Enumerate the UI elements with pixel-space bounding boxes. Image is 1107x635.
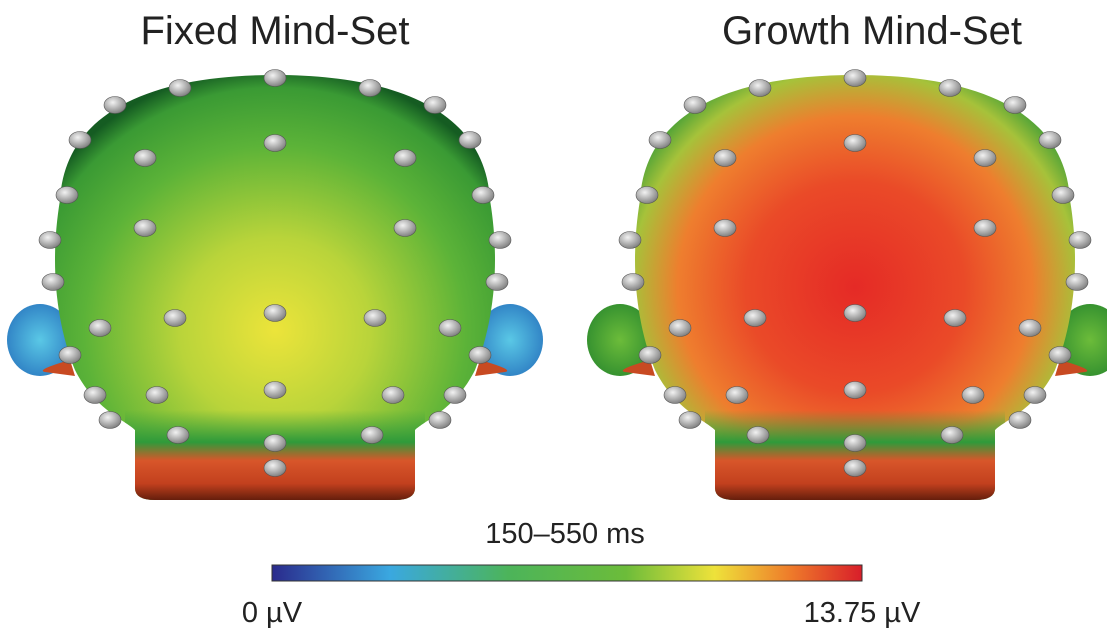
neck-band	[125, 410, 425, 500]
electrode	[1065, 273, 1089, 291]
electrode	[843, 304, 867, 322]
ear	[477, 304, 543, 376]
ear	[587, 304, 653, 376]
electrode	[88, 319, 112, 337]
electrode	[145, 386, 169, 404]
electrode	[263, 69, 287, 87]
head-maps	[7, 69, 1107, 500]
electrode	[683, 96, 707, 114]
electrode	[38, 231, 62, 249]
electrode	[748, 79, 772, 97]
colorbar-title: 150–550 ms	[485, 518, 645, 550]
electrode	[471, 186, 495, 204]
ear	[7, 304, 73, 376]
electrode	[746, 426, 770, 444]
electrode	[168, 79, 192, 97]
electrode	[1003, 96, 1027, 114]
electrode	[1018, 319, 1042, 337]
electrode	[428, 411, 452, 429]
panel-title: Fixed Mind-Set	[141, 9, 410, 53]
electrode	[393, 149, 417, 167]
electrode	[83, 386, 107, 404]
electrode	[843, 459, 867, 477]
electrode	[943, 309, 967, 327]
electrode	[678, 411, 702, 429]
ear-lobe	[622, 360, 655, 376]
electrode	[358, 79, 382, 97]
electrode	[458, 131, 482, 149]
electrode	[618, 231, 642, 249]
electrode	[940, 426, 964, 444]
electrode	[938, 79, 962, 97]
colorbar	[271, 564, 863, 582]
electrode	[635, 186, 659, 204]
electrode	[98, 411, 122, 429]
electrode	[1038, 131, 1062, 149]
electrode	[843, 69, 867, 87]
electrode	[488, 231, 512, 249]
electrode	[423, 96, 447, 114]
electrode	[263, 381, 287, 399]
electrode	[485, 273, 509, 291]
electrode	[668, 319, 692, 337]
electrode	[55, 186, 79, 204]
electrode	[468, 346, 492, 364]
panel-title: Growth Mind-Set	[722, 9, 1022, 53]
electrode	[648, 131, 672, 149]
electrode	[1008, 411, 1032, 429]
electrode	[381, 386, 405, 404]
electrode	[438, 319, 462, 337]
electrode	[843, 434, 867, 452]
head	[7, 69, 543, 500]
electrode	[263, 304, 287, 322]
electrode	[133, 149, 157, 167]
colorbar-max-label: 13.75 µV	[804, 597, 921, 629]
electrode	[103, 96, 127, 114]
ear-lobe	[42, 360, 75, 376]
electrode	[725, 386, 749, 404]
electrode	[443, 386, 467, 404]
electrode	[263, 134, 287, 152]
ear-lobe	[475, 360, 508, 376]
electrode	[1048, 346, 1072, 364]
electrode	[393, 219, 417, 237]
electrode	[263, 434, 287, 452]
electrode	[360, 426, 384, 444]
electrode	[58, 346, 82, 364]
electrode	[743, 309, 767, 327]
electrode	[713, 219, 737, 237]
electrode	[973, 219, 997, 237]
colorbar-min-label: 0 µV	[242, 597, 303, 629]
electrode	[663, 386, 687, 404]
electrode	[843, 134, 867, 152]
electrode	[1051, 186, 1075, 204]
electrode	[843, 381, 867, 399]
electrode	[973, 149, 997, 167]
electrode	[263, 459, 287, 477]
electrode	[638, 346, 662, 364]
neck-band	[705, 410, 1005, 500]
electrode	[41, 273, 65, 291]
electrode	[166, 426, 190, 444]
electrode	[1023, 386, 1047, 404]
electrode	[961, 386, 985, 404]
electrode	[713, 149, 737, 167]
ear-lobe	[1055, 360, 1088, 376]
electrode	[68, 131, 92, 149]
electrode	[1068, 231, 1092, 249]
electrode	[163, 309, 187, 327]
electrode	[621, 273, 645, 291]
electrode	[363, 309, 387, 327]
electrode	[133, 219, 157, 237]
head	[587, 69, 1107, 500]
